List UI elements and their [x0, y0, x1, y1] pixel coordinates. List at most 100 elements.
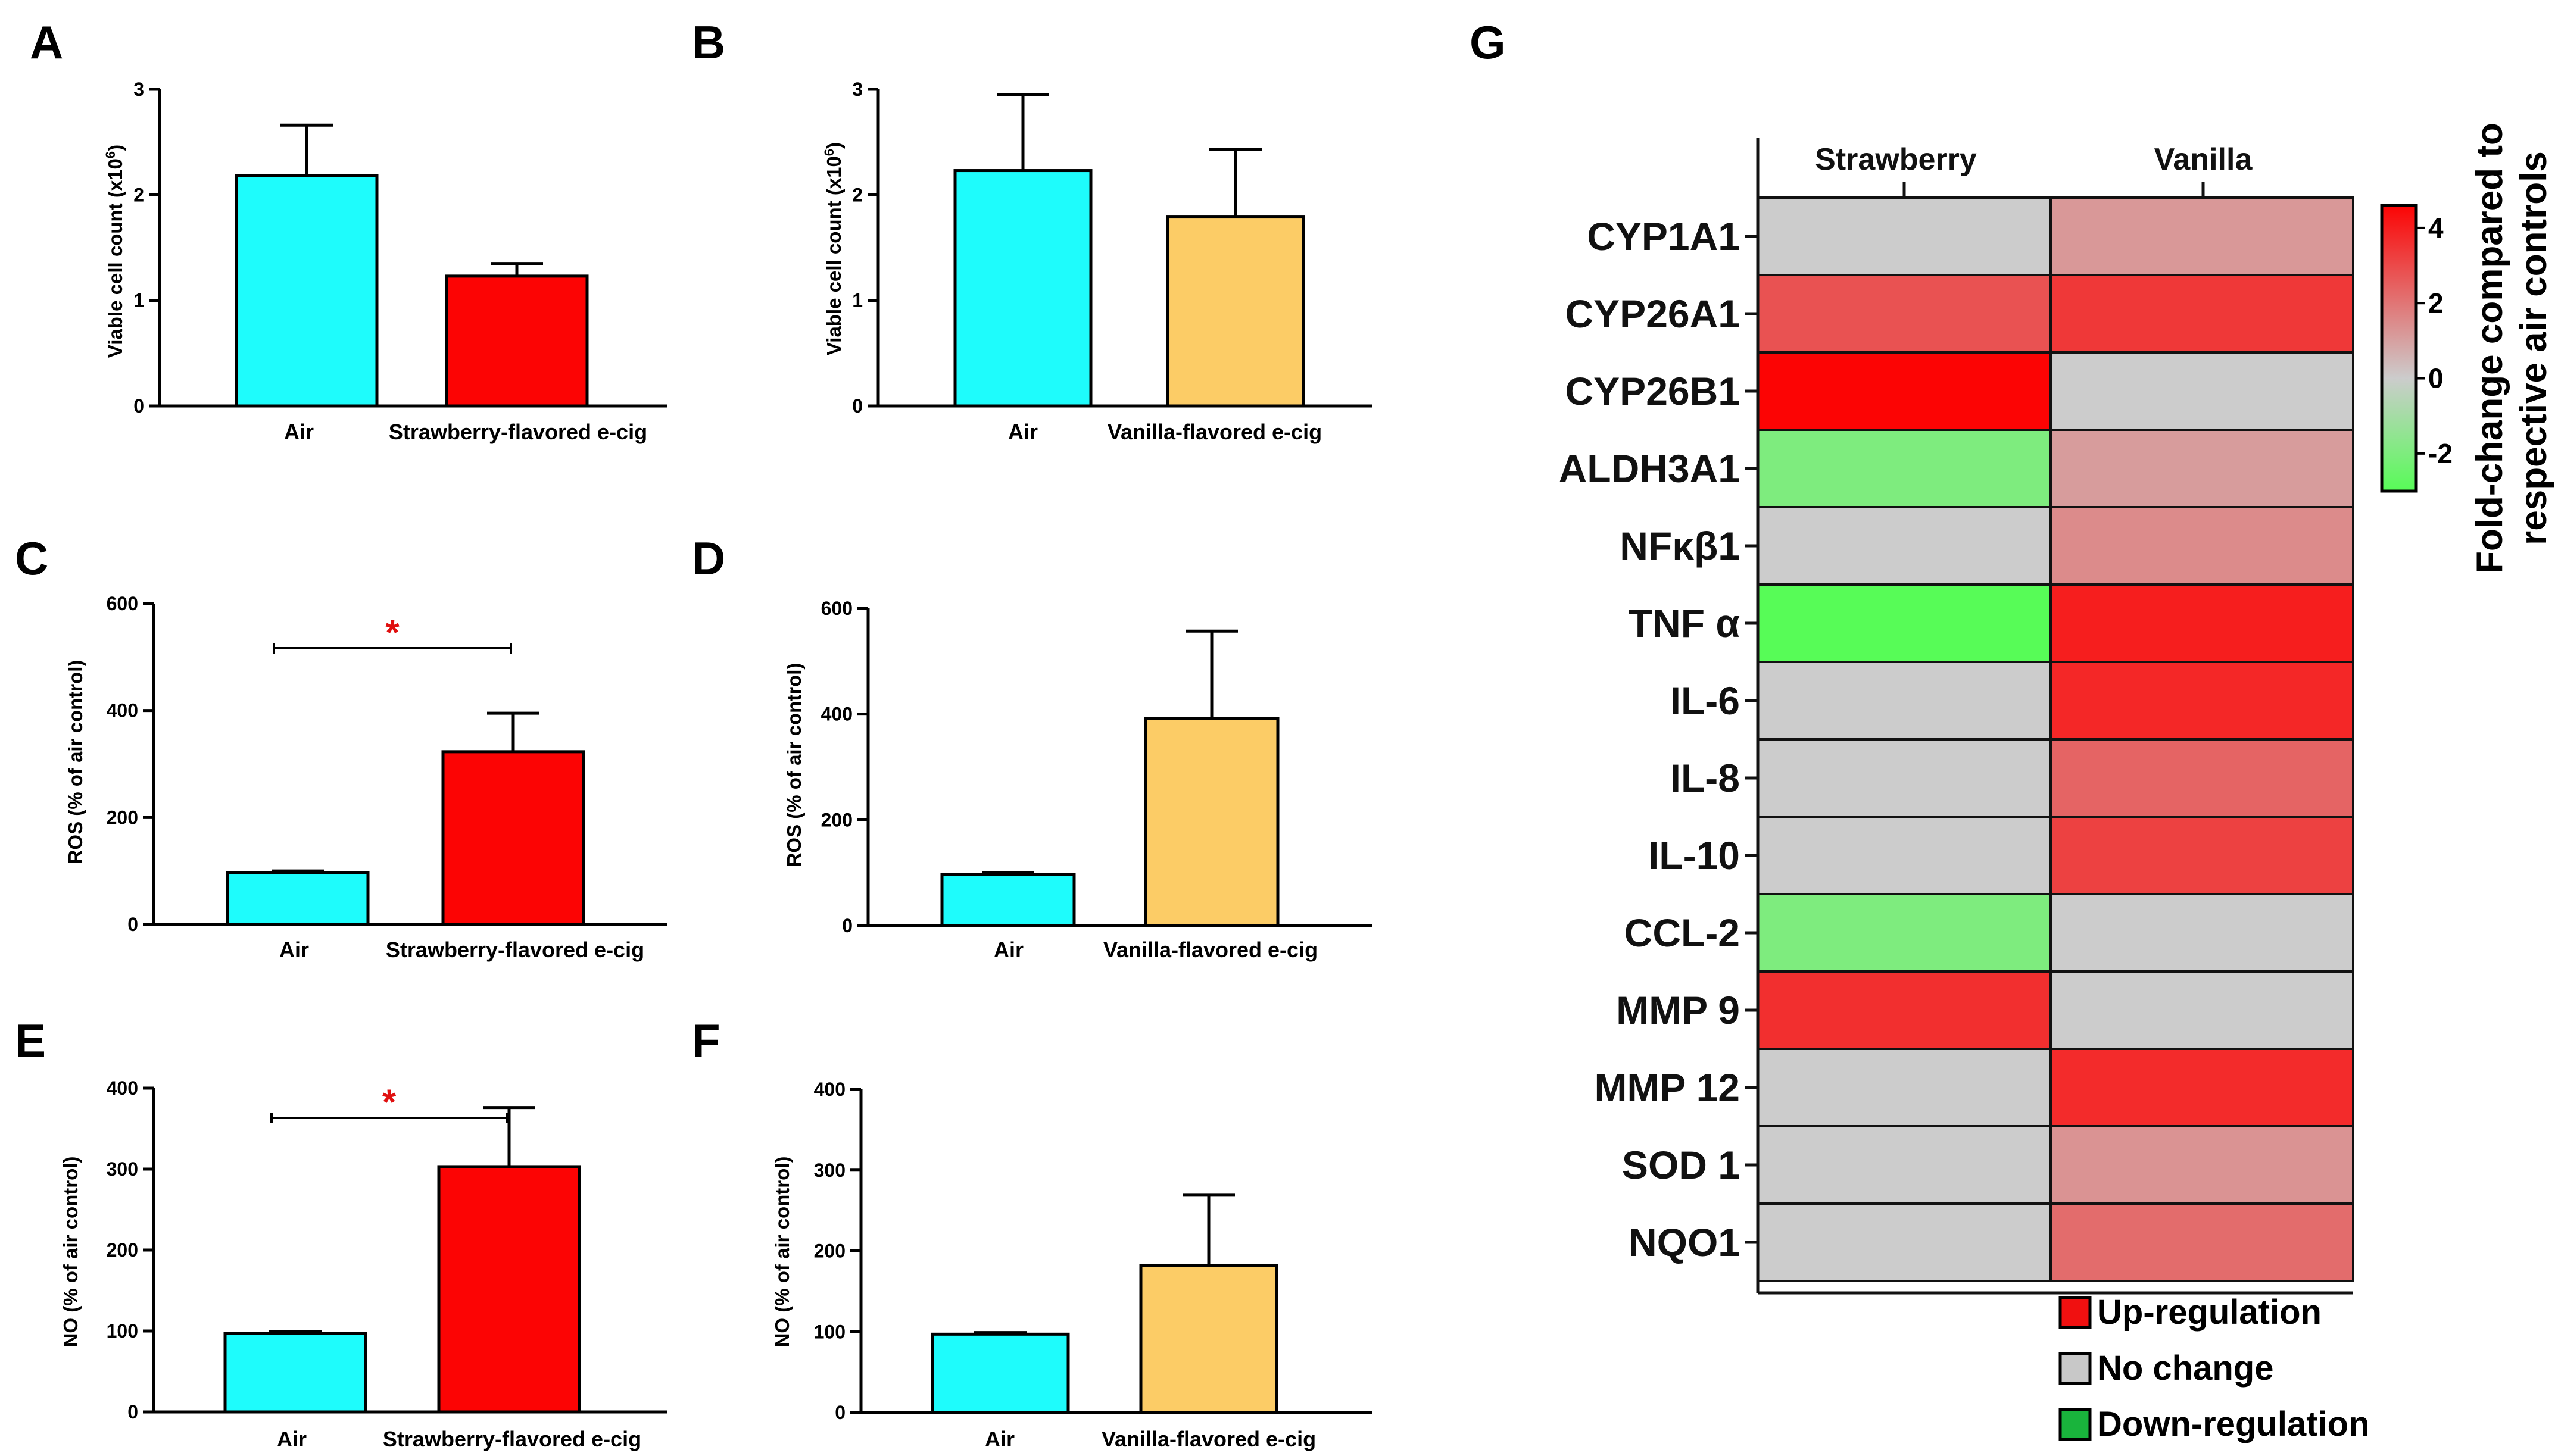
x-category-label-treatment: Vanilla-flavored e-cig [1103, 938, 1318, 962]
heatmap-cell-strawberry [1757, 1202, 2052, 1282]
gene-label: CYP1A1 [1587, 214, 1740, 258]
bar-air [235, 174, 379, 408]
gene-label: MMP 12 [1594, 1066, 1740, 1110]
panel-letter-c: C [15, 532, 48, 585]
x-category-label-air: Air [277, 1427, 307, 1451]
heatmap-cell-vanilla [2049, 506, 2354, 586]
significance-star: * [385, 613, 400, 652]
y-tick-label: 0 [852, 395, 863, 417]
gene-label: CYP26B1 [1565, 369, 1740, 413]
y-tick-label: 0 [127, 1401, 138, 1423]
y-tick-label: 2 [852, 184, 863, 205]
gene-label: CYP26A1 [1565, 292, 1740, 336]
panel-b-viable-cells-vanilla: B Viable cell count (x106) 0 1 2 3 Air Vani… [692, 16, 1372, 444]
bar-air [953, 169, 1093, 408]
colorbar [2380, 204, 2418, 493]
heatmap-cell-strawberry [1757, 506, 2052, 586]
panel-letter-e: E [15, 1014, 46, 1067]
heatmap-cell-vanilla [2049, 1125, 2354, 1205]
gene-label: IL-6 [1670, 679, 1740, 723]
heatmap-cell-vanilla [2049, 816, 2354, 895]
heatmap-cell-vanilla [2049, 429, 2354, 508]
significance-star: * [382, 1082, 397, 1122]
x-category-label-air: Air [1008, 420, 1038, 444]
gene-label: TNF α [1629, 601, 1740, 645]
legend-swatch [2058, 1296, 2092, 1329]
y-tick-label: 600 [821, 598, 853, 619]
heatmap-cell-vanilla [2049, 738, 2354, 818]
legend-label: No change [2097, 1349, 2274, 1388]
gene-label: NFκβ1 [1620, 524, 1740, 568]
heatmap-cell-strawberry [1757, 1048, 2052, 1127]
y-tick-label: 3 [852, 79, 863, 100]
y-tick-label: 100 [107, 1320, 138, 1342]
colorbar-title-line-2: respective air controls [2513, 151, 2554, 545]
y-tick-label: 600 [107, 593, 138, 614]
y-tick-label: 0 [127, 914, 138, 935]
y-tick-label: 400 [107, 1077, 138, 1099]
y-tick-label: 1 [852, 290, 863, 311]
y-tick-label: 0 [835, 1402, 846, 1423]
heatmap-cell-vanilla [2049, 351, 2354, 431]
bar-treatment [437, 1165, 581, 1414]
legend-label: Up-regulation [2097, 1293, 2322, 1332]
x-category-label-treatment: Vanilla-flavored e-cig [1108, 420, 1322, 444]
heatmap-cell-vanilla [2049, 583, 2354, 663]
heatmap-cell-strawberry [1757, 274, 2052, 354]
bar-treatment [1139, 1264, 1278, 1414]
heatmap-cell-strawberry [1757, 1125, 2052, 1205]
y-tick-label: 400 [814, 1079, 846, 1100]
heatmap-cell-strawberry [1757, 196, 2052, 276]
legend-label: Down-regulation [2097, 1405, 2370, 1443]
y-axis-title: ROS (% of air control) [64, 660, 86, 864]
y-tick-label: 300 [107, 1158, 138, 1180]
y-tick-label: 200 [107, 1239, 138, 1261]
bar-air [226, 871, 370, 926]
y-tick-label: 0 [842, 915, 853, 936]
y-axis-title: ROS (% of air control) [783, 663, 805, 867]
y-tick-label: 2 [133, 184, 144, 205]
heatmap-cell-strawberry [1757, 661, 2052, 741]
heatmap-cell-vanilla [2049, 1202, 2354, 1282]
bar-treatment [1166, 215, 1305, 408]
bar-air [931, 1332, 1070, 1414]
gene-label: SOD 1 [1622, 1143, 1740, 1187]
gene-label: MMP 9 [1616, 988, 1740, 1032]
y-tick-label: 200 [821, 809, 853, 830]
column-label-strawberry: Strawberry [1815, 142, 1977, 177]
heatmap-cell-vanilla [2049, 661, 2354, 741]
colorbar-tick-label: 0 [2428, 363, 2444, 394]
colorbar-title-line-1: Fold-change compared to [2469, 123, 2510, 574]
heatmap-cell-strawberry [1757, 893, 2052, 973]
heatmap-cell-strawberry [1757, 429, 2052, 508]
panel-letter-a: A [30, 16, 63, 68]
x-category-label-treatment: Strawberry-flavored e-cig [389, 420, 647, 444]
x-category-label-treatment: Strawberry-flavored e-cig [386, 938, 644, 962]
heatmap-cell-strawberry [1757, 816, 2052, 895]
gene-label: IL-10 [1648, 833, 1740, 877]
bar-air [223, 1332, 367, 1414]
panel-a-viable-cells-strawberry: A Viable cell count (x106) 0 1 2 3 Air Stra… [30, 16, 667, 444]
x-category-label-air: Air [284, 420, 314, 444]
y-tick-label: 1 [133, 290, 144, 311]
legend-swatch [2058, 1352, 2092, 1385]
gene-label: IL-8 [1670, 756, 1740, 800]
y-tick-label: 100 [814, 1321, 846, 1342]
y-tick-label: 200 [814, 1241, 846, 1262]
y-axis-title: NO (% of air control) [60, 1157, 82, 1348]
y-tick-label: 400 [107, 700, 138, 721]
panel-g-gene-expression-heatmap: G Strawberry Vanilla CYP1A1 CYP26A1 CYP26B… [1470, 16, 2554, 1443]
colorbar-tick-label: 2 [2428, 288, 2444, 318]
heatmap-cell-strawberry [1757, 970, 2052, 1050]
gene-label: NQO1 [1629, 1220, 1740, 1264]
heatmap-cell-vanilla [2049, 1048, 2354, 1127]
legend-swatch [2058, 1408, 2092, 1441]
y-axis-title: NO (% of air control) [771, 1157, 793, 1348]
panel-f-no-vanilla: F NO (% of air control) 0 100 200 300 400 Ai… [692, 1014, 1372, 1451]
x-category-label-treatment: Strawberry-flavored e-cig [383, 1427, 641, 1451]
colorbar-tick-label: -2 [2428, 438, 2453, 469]
y-axis-title: Viable cell count (x106) [822, 142, 846, 355]
colorbar-tick-label: 4 [2428, 213, 2444, 243]
y-tick-label: 300 [814, 1160, 846, 1181]
